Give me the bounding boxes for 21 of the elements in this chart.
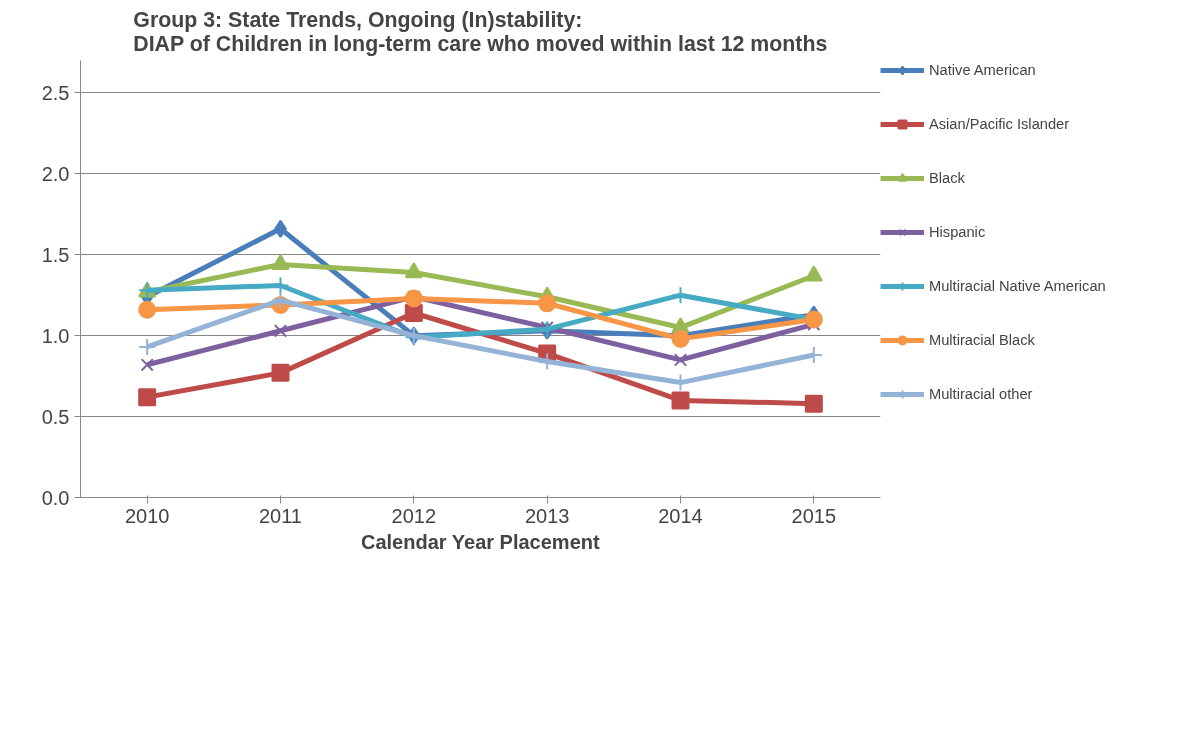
legend-label: Native American	[929, 62, 1036, 78]
legend-label: Hispanic	[929, 224, 986, 240]
x-tick-label: 2013	[524, 504, 570, 527]
x-tick-label: 2010	[124, 504, 170, 527]
y-tick-label: 2.5	[41, 81, 70, 104]
chart-title: Group 3: State Trends, Ongoing (In)stability: DIAP of Children in long-term care who moved within last 12 months	[133, 7, 828, 56]
x-axis-title: Calendar Year Placement	[360, 530, 600, 553]
x-tick-label: 2012	[391, 504, 437, 527]
legend-label: Asian/Pacific Islander	[929, 116, 1070, 132]
legend-label: Multiracial Black	[929, 332, 1035, 348]
x-tick-label: 2014	[658, 504, 703, 527]
y-tick-label: 0.5	[41, 405, 70, 428]
y-tick-label: 1.0	[41, 324, 70, 347]
y-tick-label: 2.0	[41, 162, 70, 185]
x-tick-label: 2011	[259, 504, 303, 527]
legend-label: Black	[929, 170, 965, 186]
legend-label: Multiracial Native American	[929, 278, 1106, 294]
y-tick-label: 0.0	[41, 486, 70, 509]
y-tick-label: 1.5	[41, 243, 70, 266]
x-tick-label: 2015	[791, 504, 837, 527]
legend-label: Multiracial other	[929, 386, 1033, 402]
